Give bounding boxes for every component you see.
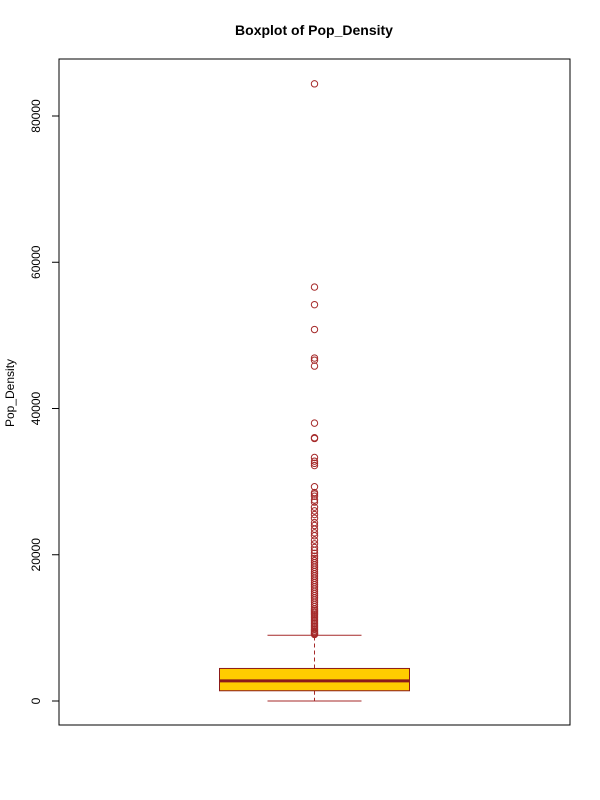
outlier-point <box>310 492 319 500</box>
outlier-point <box>310 434 319 443</box>
outlier-point <box>310 300 319 309</box>
y-tick-label: 80000 <box>29 99 43 133</box>
y-axis-label: Pop_Density <box>3 359 17 427</box>
outlier-point <box>310 529 319 537</box>
outlier-point <box>310 543 319 552</box>
y-tick-label: 20000 <box>29 538 43 572</box>
outlier-group <box>310 80 319 639</box>
outlier-point <box>310 521 319 530</box>
y-tick-label: 0 <box>29 697 43 704</box>
outlier-point <box>310 532 319 540</box>
outlier-point <box>310 600 319 609</box>
outlier-point <box>310 354 319 362</box>
outlier-point <box>310 325 319 334</box>
outlier-point <box>310 630 319 639</box>
outlier-point <box>310 461 319 470</box>
outlier-point <box>310 453 319 462</box>
y-tick-label: 40000 <box>29 391 43 425</box>
outlier-point <box>310 496 319 504</box>
outlier-point <box>310 483 319 491</box>
outlier-point <box>310 362 319 370</box>
outlier-point <box>310 356 319 364</box>
y-tick-label: 60000 <box>29 245 43 279</box>
outlier-point <box>310 503 319 511</box>
outlier-point <box>310 514 319 522</box>
outlier-point <box>310 546 319 555</box>
outlier-point <box>310 549 319 557</box>
chart-title: Boxplot of Pop_Density <box>235 22 393 38</box>
outlier-point <box>310 457 319 465</box>
outlier-point <box>310 490 319 498</box>
outlier-point <box>310 283 319 291</box>
outlier-point <box>310 419 319 427</box>
outlier-point <box>310 80 319 88</box>
outlier-point <box>310 498 319 506</box>
outlier-point <box>310 459 319 468</box>
outlier-point <box>310 536 319 544</box>
y-axis: 0 20000 40000 60000 80000 <box>29 99 60 704</box>
outlier-point <box>310 510 319 519</box>
outlier-point <box>310 507 319 515</box>
box-group <box>219 634 410 702</box>
